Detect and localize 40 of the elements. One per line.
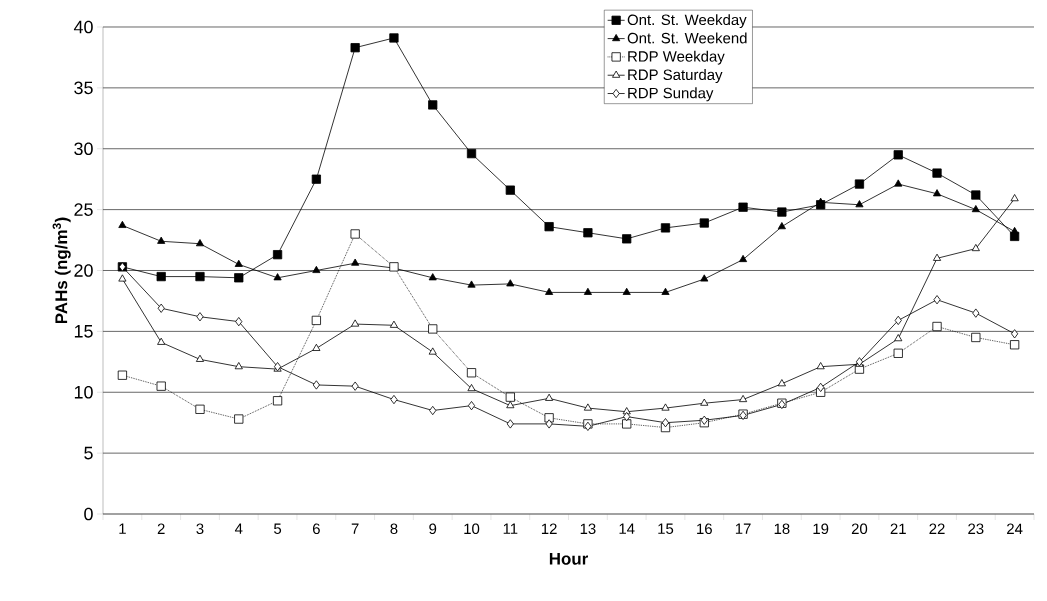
x-axis-title: Hour <box>549 552 588 565</box>
x-tick-label: 2 <box>157 523 165 534</box>
y-tick-label: 5 <box>84 446 93 460</box>
legend-label: RDP Saturday <box>628 69 723 83</box>
legend-label: Ont. St. Weekday <box>627 14 747 29</box>
x-tick-label: 19 <box>813 523 829 535</box>
x-tick-label: 11 <box>503 523 518 534</box>
x-tick-label: 6 <box>312 523 320 535</box>
y-tick-label: 10 <box>74 385 93 399</box>
x-tick-label: 5 <box>274 523 282 534</box>
x-tick-label: 14 <box>619 523 635 534</box>
x-tick-label: 3 <box>196 523 204 535</box>
legend-label: RDP Weekday <box>628 50 725 65</box>
x-tick-label: 10 <box>464 523 480 535</box>
x-tick-label: 20 <box>851 523 868 535</box>
legend-label: Ont. St. Weekend <box>627 32 747 44</box>
x-tick-label: 15 <box>658 523 674 534</box>
y-tick-label: 15 <box>74 325 93 338</box>
y-tick-label: 25 <box>74 203 93 216</box>
legend-label: RDP Sunday <box>628 87 714 102</box>
y-tick-label: 40 <box>73 20 93 34</box>
x-tick-label: 4 <box>234 523 243 534</box>
x-tick-label: 1 <box>119 523 126 534</box>
x-tick-label: 22 <box>929 523 945 534</box>
x-tick-label: 18 <box>774 523 790 535</box>
y-tick-label: 20 <box>74 264 93 277</box>
x-tick-label: 9 <box>429 523 437 535</box>
x-tick-label: 24 <box>1007 523 1023 534</box>
x-tick-label: 12 <box>541 523 557 534</box>
y-tick-label: 30 <box>74 142 93 156</box>
x-tick-label: 16 <box>697 523 712 535</box>
x-tick-label: 13 <box>580 523 596 535</box>
y-tick-label: 35 <box>74 81 93 95</box>
y-tick-label: 0 <box>84 507 93 521</box>
x-tick-label: 7 <box>351 523 359 534</box>
x-tick-label: 17 <box>735 523 751 534</box>
x-tick-label: 23 <box>968 523 984 535</box>
y-axis-title: PAHs (ng/m$^{3}$) <box>52 217 71 324</box>
x-tick-label: 8 <box>390 523 398 535</box>
x-tick-label: 21 <box>890 523 906 534</box>
